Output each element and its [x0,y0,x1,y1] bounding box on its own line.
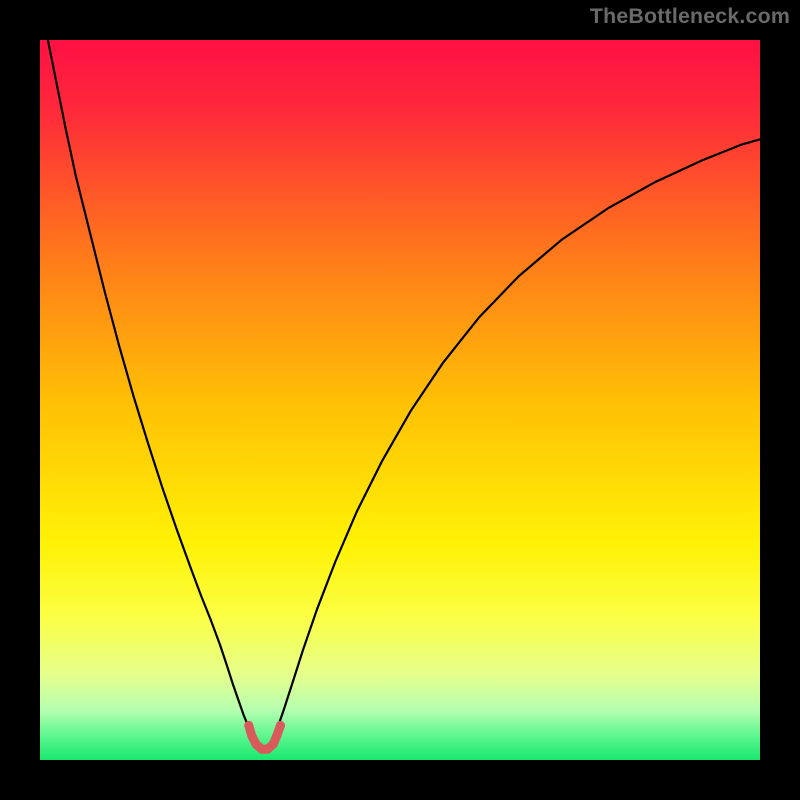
notch-marker [272,731,281,740]
notch-marker [269,740,278,749]
notch-marker [247,731,256,740]
plot-background [40,40,760,760]
notch-marker [244,721,253,730]
bottleneck-chart [0,0,800,800]
notch-marker [276,721,285,730]
chart-stage: TheBottleneck.com [0,0,800,800]
watermark-text: TheBottleneck.com [590,4,790,29]
